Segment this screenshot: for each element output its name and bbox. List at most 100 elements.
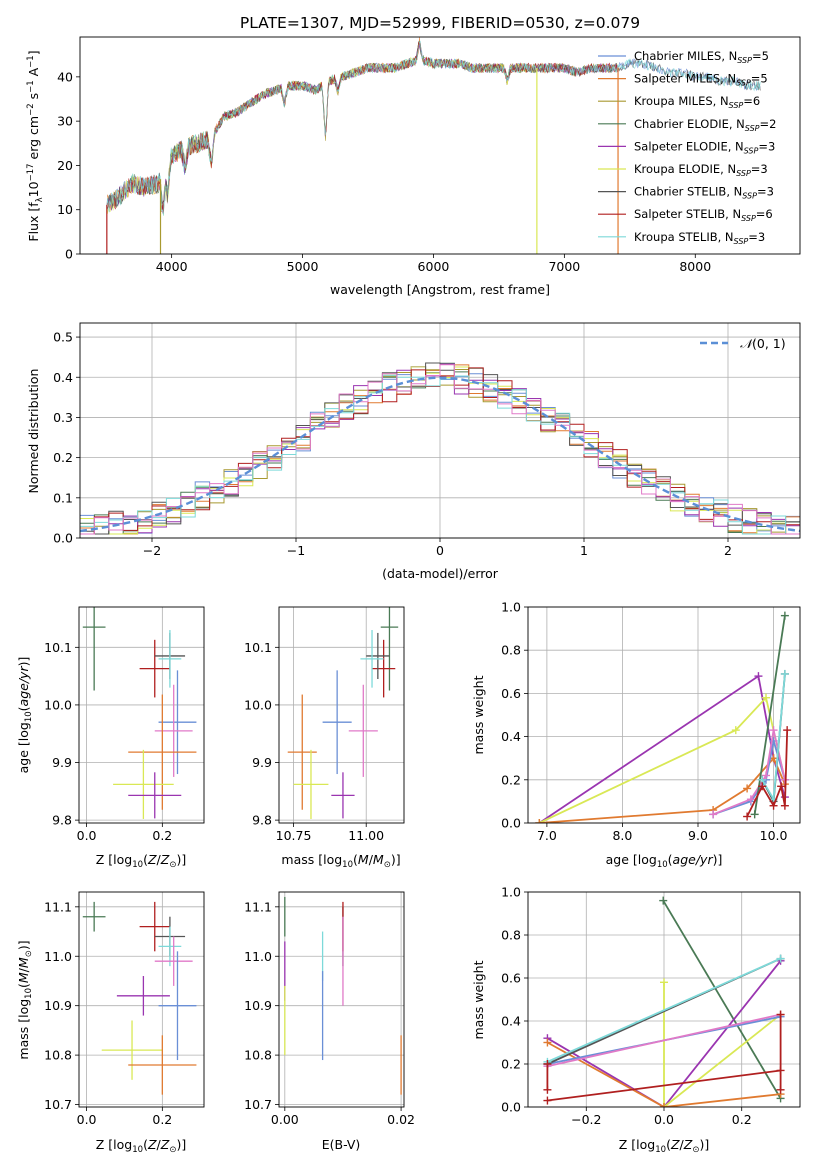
y-tick-label: 0.0 (501, 1100, 521, 1115)
mass-vs-Z-ylabel: mass [log10(M/M⊙)] (16, 940, 34, 1059)
clipped-group (284, 896, 402, 1095)
spectrum-axes: 4000 5000 6000 7000 8000 0 10 20 30 40 (57, 69, 711, 274)
legend-entry: Salpeter ELODIE, NSSP=3 (634, 139, 775, 155)
x-tick-label: 11.00 (348, 828, 384, 843)
y-tick-label: 20 (57, 158, 73, 173)
y-tick-label: 40 (57, 69, 73, 84)
clipped-group (80, 362, 800, 535)
legend-entry: Kroupa STELIB, NSSP=3 (634, 230, 765, 246)
legend-normal: 𝒩(0, 1) (740, 336, 786, 351)
x-tick-label: 0.00 (271, 1112, 299, 1127)
y-tick-label: 0.6 (501, 686, 521, 701)
y-tick-label: 10.7 (44, 1097, 72, 1112)
y-tick-label: 10.1 (244, 640, 272, 655)
spectrum-xlabel: wavelength [Angstrom, rest frame] (330, 282, 550, 297)
y-tick-label: 10.0 (244, 697, 272, 712)
y-tick-label: 0.4 (501, 1014, 521, 1029)
weight-line-c_elodie (662, 900, 782, 1099)
mass_vs_Z-axes: 0.0 0.2 10.7 10.8 10.9 11.0 11.1 (44, 892, 204, 1127)
weight-line-k_elodie (538, 695, 786, 823)
y-tick-label: 0.3 (53, 410, 73, 425)
y-tick-label: 0.4 (501, 729, 521, 744)
spectrum-line-k_stelib (106, 40, 761, 216)
x-tick-label: 0.2 (732, 1112, 752, 1127)
y-tick-label: 0.5 (53, 330, 73, 345)
spectrum-legend: Chabrier MILES, NSSP=5 Salpeter MILES, NS… (598, 49, 776, 246)
weight-line-k_stelib (547, 957, 781, 1063)
clipped-group (82, 901, 197, 1095)
x-tick-label: 5000 (287, 259, 319, 274)
histogram-pink (80, 364, 800, 535)
y-tick-label: 30 (57, 114, 73, 129)
y-tick-label: 10.1 (44, 640, 72, 655)
spectrum-ylabel: Flux [fλ10−17 erg cm−2 s−1 A−1] (26, 50, 45, 241)
y-tick-label: 1.0 (501, 600, 521, 615)
weight-vs-age-ylabel: mass weight (471, 675, 486, 754)
x-tick-label: 7000 (548, 259, 580, 274)
spectrum-line-s_miles (106, 37, 618, 211)
mass-vs-Z-xlabel: Z [log10(Z/Z⊙)] (96, 1137, 186, 1155)
clipped-group (287, 607, 399, 819)
age-vs-Z-xlabel: Z [log10(Z/Z⊙)] (96, 852, 186, 870)
weight-line-s_stelib (547, 1069, 781, 1102)
y-tick-label: 10.7 (244, 1097, 272, 1112)
y-tick-label: 0.2 (501, 1057, 521, 1072)
x-tick-label: 8.0 (612, 828, 632, 843)
y-tick-label: 11.0 (44, 949, 72, 964)
y-tick-label: 11.1 (44, 899, 72, 914)
legend-entry: Kroupa ELODIE, NSSP=3 (634, 162, 768, 178)
x-tick-label: 1 (580, 543, 588, 558)
age_vs_mass-axes: 10.75 11.00 9.8 9.9 10.0 10.1 (244, 607, 404, 843)
y-tick-label: 9.8 (52, 813, 72, 828)
age_vs_Z-frame (78, 606, 205, 824)
weight-vs-age-xlabel: age [log10(age/yr)] (606, 852, 723, 870)
y-tick-label: 0.2 (501, 772, 521, 787)
residuals-ylabel: Normed distribution (26, 369, 41, 494)
mass_vs_ebv-frame (278, 891, 405, 1108)
legend-entry: Salpeter STELIB, NSSP=6 (634, 207, 773, 223)
x-tick-label: 0 (436, 543, 444, 558)
age-vs-Z-ylabel: age [log10(age/yr)] (16, 657, 34, 774)
weight_vs_Z-axes: −0.2 0.0 0.2 0.0 0.2 0.4 0.6 0.8 1.0 (501, 885, 800, 1127)
plot-layer: 4000 5000 6000 7000 8000010203040wavelength … (16, 36, 801, 1155)
mass_vs_ebv-axes: 0.00 0.02 10.7 10.8 10.9 11.0 11.1 (244, 892, 415, 1127)
clipped-group (543, 896, 785, 1107)
clipped-group (535, 611, 792, 823)
y-tick-label: 0.2 (53, 450, 73, 465)
y-tick-label: 11.1 (244, 899, 272, 914)
y-tick-label: 10.9 (244, 998, 272, 1013)
y-tick-label: 0.1 (53, 490, 73, 505)
y-tick-label: 10 (57, 202, 73, 217)
histogram-k_stelib (80, 374, 800, 535)
x-tick-label: 4000 (156, 259, 188, 274)
age_vs_Z-axes: 0.0 0.2 9.8 9.9 10.0 10.1 (44, 607, 204, 843)
x-tick-label: 7.0 (537, 828, 557, 843)
y-tick-label: 9.9 (52, 755, 72, 770)
weight-vs-Z-ylabel: mass weight (471, 960, 486, 1039)
weight-line-pink (547, 1013, 781, 1068)
legend-entry: Chabrier ELODIE, NSSP=2 (634, 117, 776, 133)
y-tick-label: 10.0 (44, 697, 72, 712)
weight-line-k_elodie (663, 982, 782, 1107)
weight_vs_Z-frame (527, 891, 801, 1108)
y-tick-label: 10.8 (44, 1048, 72, 1063)
x-tick-label: 9.0 (688, 828, 708, 843)
y-tick-label: 0 (65, 247, 73, 262)
legend-entry: Chabrier MILES, NSSP=5 (634, 49, 769, 65)
x-tick-label: 0.0 (77, 828, 97, 843)
age_vs_mass-frame (278, 606, 405, 824)
y-tick-label: 0.0 (53, 531, 73, 546)
spectrum-frame (79, 36, 801, 255)
y-tick-label: 0.8 (501, 928, 521, 943)
x-tick-label: −1 (287, 543, 305, 558)
residuals-xlabel: (data-model)/error (382, 566, 499, 581)
residuals-frame (79, 322, 801, 539)
x-tick-label: 10.75 (276, 828, 312, 843)
y-tick-label: 0.0 (501, 816, 521, 831)
mass-vs-ebv-xlabel: E(B-V) (322, 1137, 361, 1152)
weight-line-s_elodie (538, 674, 786, 823)
weight-line-s_stelib (746, 730, 789, 817)
x-tick-label: −2 (143, 543, 161, 558)
y-tick-label: 0.8 (501, 643, 521, 658)
